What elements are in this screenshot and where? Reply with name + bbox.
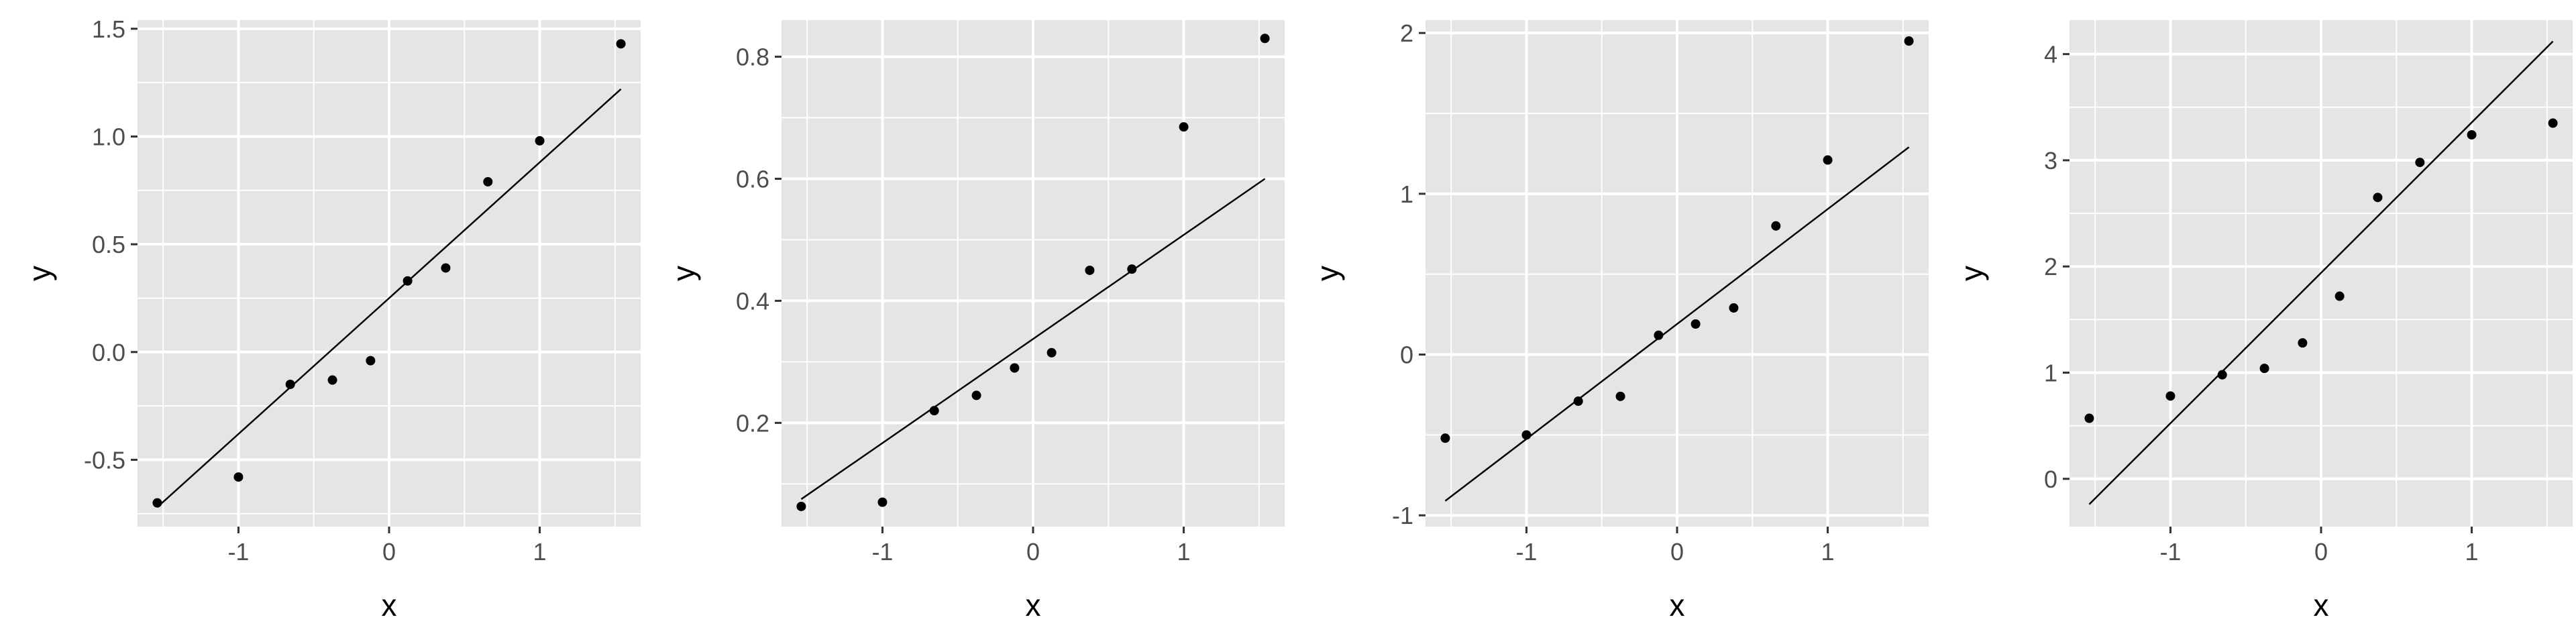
data-point	[2165, 391, 2176, 401]
data-point	[152, 498, 162, 508]
reference-line	[1444, 146, 1910, 502]
data-point	[2084, 413, 2094, 423]
y-tick-label: 0.8	[736, 44, 769, 71]
reference-line	[156, 88, 622, 508]
data-point	[1904, 36, 1914, 46]
data-point	[2373, 193, 2383, 203]
chart-1-svg: -1 0 1 -0.5 0.0 0.5 1.0 1.5 x y	[22, 15, 641, 623]
y-tick-label: 1	[1400, 180, 1413, 208]
data-point	[327, 375, 337, 385]
data-point	[877, 497, 888, 507]
chart-panel-3: -1 0 1 -1 0 1 2 x y	[1288, 0, 1932, 644]
x-tick-label: 0	[2314, 538, 2328, 566]
data-point	[2548, 118, 2558, 128]
x-tick-label: 0	[1670, 538, 1684, 566]
y-tick-label: 1.0	[92, 123, 125, 150]
y-tick-label: 2	[1400, 19, 1413, 47]
y-tick-label: 0	[2044, 466, 2057, 493]
chart-3-svg: -1 0 1 -1 0 1 2 x y	[1310, 19, 1929, 623]
data-point	[1690, 319, 1701, 329]
y-axis-title: y	[1954, 266, 1989, 281]
x-tick-label: 1	[2465, 538, 2479, 566]
data-point	[2259, 364, 2269, 374]
data-point	[366, 356, 376, 366]
data-point	[233, 472, 244, 482]
x-tick-label: 0	[1026, 538, 1040, 566]
y-axis-title: y	[22, 266, 57, 281]
y-tick-label: 0.2	[736, 409, 769, 437]
data-point	[402, 276, 413, 286]
x-tick-label: -1	[1515, 538, 1537, 566]
data-point	[285, 379, 295, 389]
y-tick-label: 0	[1400, 341, 1413, 369]
y-tick-label: 0.6	[736, 166, 769, 193]
data-point	[971, 390, 981, 400]
chart-panel-1: -1 0 1 -0.5 0.0 0.5 1.0 1.5 x y	[0, 0, 644, 644]
data-point	[535, 136, 545, 146]
data-point	[1771, 221, 1781, 231]
data-point	[796, 501, 806, 511]
data-point	[1010, 363, 1020, 373]
x-tick-label: -1	[227, 538, 249, 566]
x-tick-label: -1	[2159, 538, 2181, 566]
data-point	[441, 263, 451, 273]
reference-line	[800, 178, 1266, 500]
data-point	[1127, 264, 1137, 274]
data-point	[1085, 265, 1095, 275]
data-point	[1573, 396, 1583, 407]
y-tick-label: 0.5	[92, 231, 125, 258]
data-point	[2467, 129, 2477, 140]
data-point	[483, 176, 493, 186]
data-point	[929, 406, 939, 416]
data-point	[1179, 122, 1189, 132]
data-point	[1823, 155, 1833, 165]
reference-line	[2088, 40, 2554, 505]
chart-2-svg: -1 0 1 0.2 0.4 0.6 0.8 x y	[666, 20, 1285, 623]
x-axis-title: x	[382, 588, 397, 623]
y-tick-label: 0.4	[736, 287, 769, 315]
y-axis-title: y	[1310, 266, 1345, 281]
x-tick-label: -1	[871, 538, 893, 566]
y-tick-label: 1.5	[92, 15, 125, 43]
data-point	[1521, 430, 1532, 440]
y-tick-label: -0.5	[84, 446, 125, 474]
data-point	[2334, 291, 2345, 301]
data-point	[1260, 34, 1270, 44]
chart-panel-2: -1 0 1 0.2 0.4 0.6 0.8 x y	[644, 0, 1288, 644]
x-tick-label: 0	[382, 538, 396, 566]
y-tick-label: -1	[1392, 502, 1413, 529]
data-point	[1440, 433, 1450, 443]
x-tick-label: 1	[1177, 538, 1191, 566]
x-axis-title: x	[2314, 588, 2329, 623]
chart-4-svg: -1 0 1 0 1 2 3 4 x y	[1954, 20, 2573, 623]
y-tick-label: 2	[2044, 253, 2057, 280]
data-point	[1729, 303, 1739, 313]
y-axis-title: y	[666, 266, 701, 281]
data-point	[2415, 158, 2425, 168]
data-point	[616, 39, 626, 49]
data-point	[2298, 338, 2308, 348]
x-tick-label: 1	[1821, 538, 1835, 566]
y-tick-label: 0.0	[92, 339, 125, 366]
y-tick-label: 3	[2044, 147, 2057, 174]
chart-panel-4: -1 0 1 0 1 2 3 4 x y	[1932, 0, 2576, 644]
data-point	[1615, 391, 1625, 401]
data-point	[1046, 347, 1057, 358]
x-axis-title: x	[1026, 588, 1041, 623]
x-tick-label: 1	[533, 538, 547, 566]
data-point	[2217, 370, 2227, 380]
data-point	[1654, 330, 1664, 340]
y-tick-label: 4	[2044, 41, 2057, 68]
y-tick-label: 1	[2044, 359, 2057, 386]
x-axis-title: x	[1670, 588, 1685, 623]
